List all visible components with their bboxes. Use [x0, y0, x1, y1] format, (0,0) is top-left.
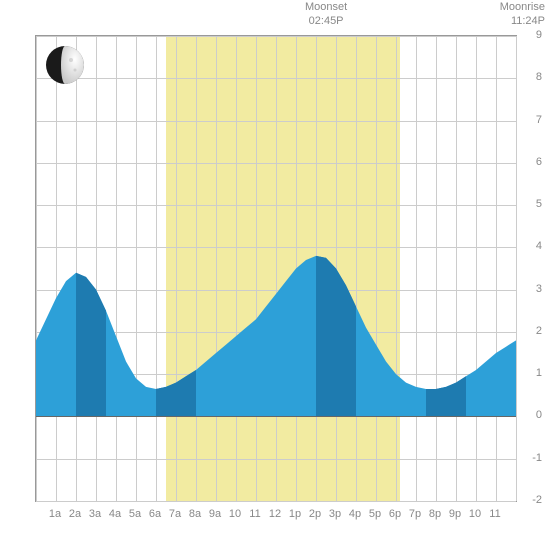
y-tick-label: 8	[536, 71, 542, 83]
y-tick-label: 6	[536, 156, 542, 168]
x-tick-label: 4p	[349, 508, 361, 520]
y-tick-label: 5	[536, 198, 542, 210]
x-tick-label: 9p	[449, 508, 461, 520]
x-tick-label: 11	[249, 508, 260, 520]
header-labels: Moonset 02:45P Moonrise 11:24P	[0, 0, 550, 35]
moon-phase-icon	[45, 45, 85, 85]
moonset-title: Moonset	[305, 1, 347, 13]
tide-shadow-top	[76, 273, 106, 417]
plot-area	[35, 35, 517, 502]
x-tick-label: 2a	[69, 508, 81, 520]
tide-shadow-top	[316, 256, 356, 417]
moonset-label: Moonset 02:45P	[305, 0, 347, 29]
y-tick-label: -1	[532, 452, 542, 464]
zero-line	[36, 416, 516, 417]
x-tick-label: 3a	[89, 508, 101, 520]
x-tick-label: 9a	[209, 508, 221, 520]
x-tick-label: 10	[469, 508, 481, 520]
x-tick-label: 12	[269, 508, 281, 520]
x-tick-label: 6a	[149, 508, 161, 520]
x-tick-label: 5a	[129, 508, 141, 520]
tide-shadow-top	[426, 376, 466, 416]
x-tick-label: 11	[489, 508, 500, 520]
x-tick-label: 2p	[309, 508, 321, 520]
x-tick-label: 5p	[369, 508, 381, 520]
grid-line-h	[36, 501, 516, 502]
y-tick-label: 2	[536, 325, 542, 337]
moonrise-title: Moonrise	[500, 1, 545, 13]
tide-area	[36, 36, 516, 501]
grid-line-v	[516, 36, 517, 501]
y-tick-label: -2	[532, 494, 542, 506]
y-tick-label: 4	[536, 240, 542, 252]
x-tick-label: 6p	[389, 508, 401, 520]
y-tick-label: 9	[536, 29, 542, 41]
x-tick-label: 4a	[109, 508, 121, 520]
x-tick-label: 7p	[409, 508, 421, 520]
x-tick-label: 3p	[329, 508, 341, 520]
x-tick-label: 7a	[169, 508, 181, 520]
x-tick-label: 8a	[189, 508, 201, 520]
x-tick-label: 1a	[49, 508, 61, 520]
y-tick-label: 7	[536, 114, 542, 126]
x-tick-label: 8p	[429, 508, 441, 520]
y-tick-label: 1	[536, 367, 542, 379]
x-tick-label: 10	[229, 508, 241, 520]
y-tick-label: 0	[536, 409, 542, 421]
moonrise-time: 11:24P	[511, 15, 545, 27]
tide-shadow-top	[156, 370, 196, 417]
y-tick-label: 3	[536, 283, 542, 295]
tide-chart: Moonset 02:45P Moonrise 11:24P -2 -1	[0, 0, 550, 550]
moonrise-label: Moonrise 11:24P	[500, 0, 545, 29]
x-tick-label: 1p	[289, 508, 301, 520]
moonset-time: 02:45P	[309, 15, 344, 27]
